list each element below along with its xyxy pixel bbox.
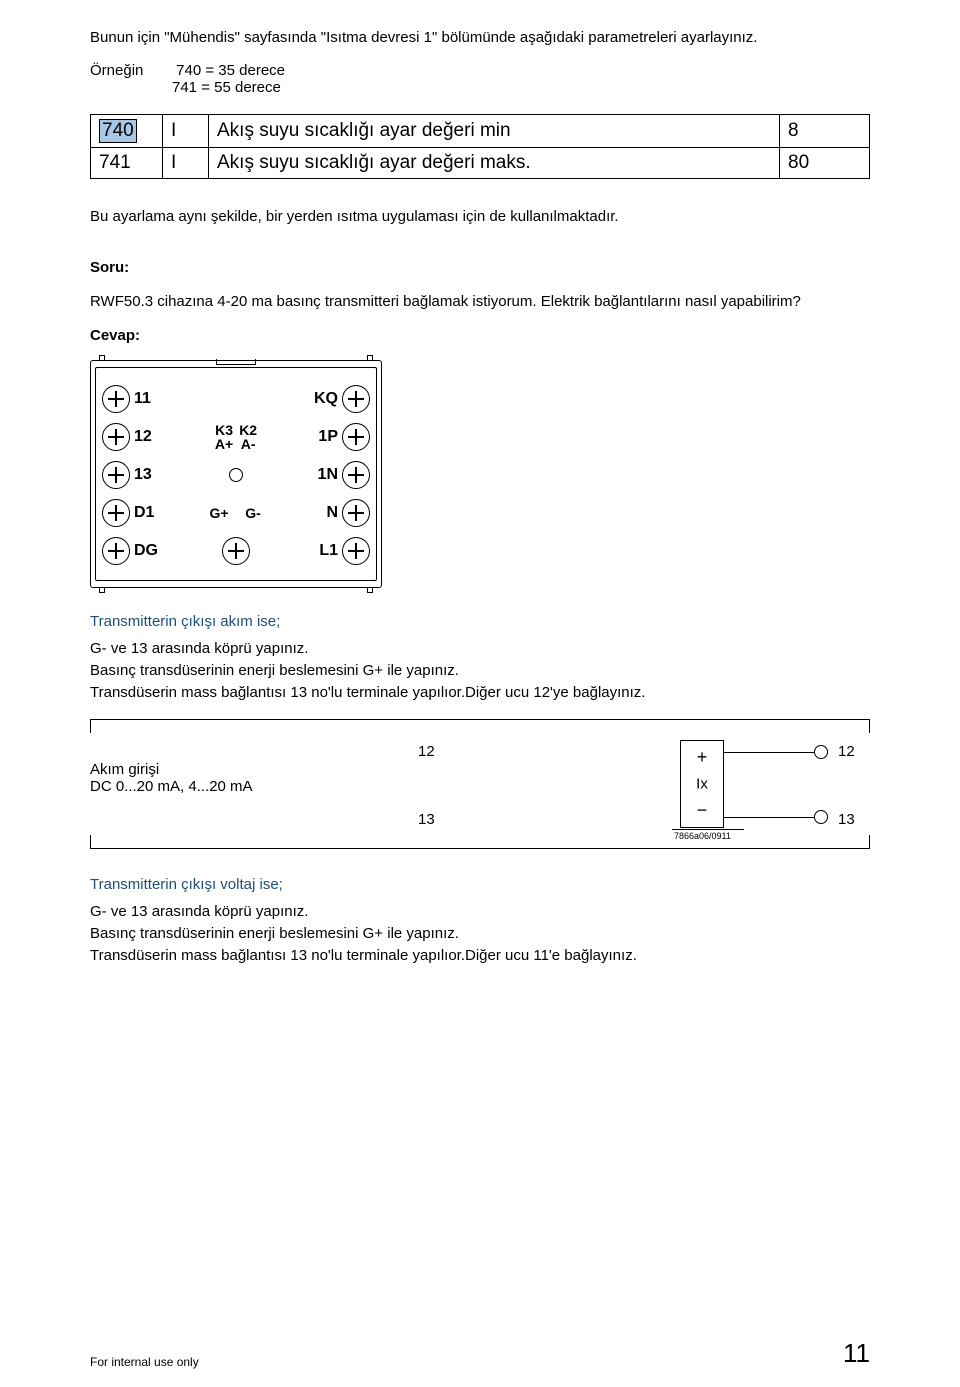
parameter-table: 740IAkış suyu sıcaklığı ayar değeri min8…: [90, 114, 870, 179]
page-number: 11: [843, 1338, 870, 1369]
terminal-diagram: 11 KQ 12K3A+K2A-1P 13 1N D1G+G-N DG L1: [90, 360, 382, 588]
question-body: RWF50.3 cihazına 4-20 ma basınç transmit…: [90, 292, 870, 312]
table-row: 740IAkış suyu sıcaklığı ayar değeri min8: [91, 115, 870, 148]
wiring-left-label-1: Akım girişi: [90, 761, 253, 778]
ix-label: Ix: [696, 776, 708, 793]
terminal-row: 12K3A+K2A-1P: [102, 418, 370, 455]
wiring-diagram: Akım girişi DC 0...20 mA, 4...20 mA 12 1…: [90, 719, 870, 849]
screw-icon: [102, 461, 130, 489]
terminal-label: 13: [134, 466, 162, 484]
table-cell: 8: [780, 115, 870, 148]
screw-icon: [342, 423, 370, 451]
terminal-row: DG L1: [102, 532, 370, 569]
body-line: G- ve 13 arasında köprü yapınız.: [90, 639, 870, 659]
screw-icon: [102, 423, 130, 451]
current-lines: G- ve 13 arasında köprü yapınız.Basınç t…: [90, 639, 870, 704]
wiring-num-top-in: 12: [418, 743, 435, 760]
screw-icon: [342, 537, 370, 565]
plus-sign: +: [697, 747, 708, 768]
minus-sign: −: [697, 800, 708, 821]
body-line: G- ve 13 arasında köprü yapınız.: [90, 902, 870, 922]
question-label: Soru:: [90, 258, 870, 278]
table-cell: 741: [91, 148, 163, 179]
terminal-label: DG: [134, 542, 162, 560]
terminal-label: N: [310, 504, 338, 522]
page-footer: For internal use only 11: [90, 1338, 870, 1369]
terminal-mid: [162, 537, 310, 565]
wiring-num-top-out: 12: [838, 743, 855, 760]
table-cell: 80: [780, 148, 870, 179]
body-line: Basınç transdüserinin enerji beslemesini…: [90, 661, 870, 681]
table-cell: 740: [91, 115, 163, 148]
terminal-label: 1P: [310, 428, 338, 446]
body-line: Basınç transdüserinin enerji beslemesini…: [90, 924, 870, 944]
terminal-label: 12: [134, 428, 162, 446]
table-cell: Akış suyu sıcaklığı ayar değeri maks.: [209, 148, 780, 179]
screw-icon: [222, 537, 250, 565]
wiring-num-bot-out: 13: [838, 811, 855, 828]
terminal-row: 11 KQ: [102, 380, 370, 417]
terminal-mid: K3A+K2A-: [162, 423, 310, 451]
example-block: Örneğin 740 = 35 derece 741 = 55 derece: [90, 62, 870, 96]
wiring-ref: 7866a06/0911: [674, 831, 731, 841]
current-heading: Transmitterin çıkışı akım ise;: [90, 612, 870, 632]
answer-label: Cevap:: [90, 326, 870, 346]
terminal-label: 1N: [310, 466, 338, 484]
intro-paragraph: Bunun için "Mühendis" sayfasında "Isıtma…: [90, 28, 870, 48]
terminal-row: D1G+G-N: [102, 494, 370, 531]
body-line: Transdüserin mass bağlantısı 13 no'lu te…: [90, 946, 870, 966]
terminal-label: D1: [134, 504, 162, 522]
terminal-mid: G+G-: [162, 506, 310, 520]
example-label: Örneğin: [90, 62, 172, 79]
wiring-signbox: + Ix −: [680, 740, 724, 828]
screw-icon: [102, 499, 130, 527]
wiring-num-bot-in: 13: [418, 811, 435, 828]
table-cell: Akış suyu sıcaklığı ayar değeri min: [209, 115, 780, 148]
wiring-left-label: Akım girişi DC 0...20 mA, 4...20 mA: [90, 761, 253, 795]
footer-left: For internal use only: [90, 1355, 199, 1369]
empty-circle-icon: [229, 468, 243, 482]
terminal-label: L1: [310, 542, 338, 560]
screw-icon: [102, 537, 130, 565]
terminal-row: 13 1N: [102, 456, 370, 493]
table-cell: I: [163, 115, 209, 148]
table-row: 741IAkış suyu sıcaklığı ayar değeri maks…: [91, 148, 870, 179]
screw-icon: [342, 499, 370, 527]
voltage-heading: Transmitterin çıkışı voltaj ise;: [90, 875, 870, 895]
terminal-label: 11: [134, 390, 162, 408]
table-cell: I: [163, 148, 209, 179]
note-paragraph: Bu ayarlama aynı şekilde, bir yerden ısı…: [90, 207, 870, 227]
terminal-label: KQ: [310, 390, 338, 408]
screw-icon: [342, 461, 370, 489]
wiring-left-label-2: DC 0...20 mA, 4...20 mA: [90, 778, 253, 795]
example-line1: 740 = 35 derece: [176, 62, 285, 79]
screw-icon: [342, 385, 370, 413]
example-line2: 741 = 55 derece: [172, 79, 281, 96]
voltage-lines: G- ve 13 arasında köprü yapınız.Basınç t…: [90, 902, 870, 967]
terminal-mid: [162, 468, 310, 482]
screw-icon: [102, 385, 130, 413]
body-line: Transdüserin mass bağlantısı 13 no'lu te…: [90, 683, 870, 703]
